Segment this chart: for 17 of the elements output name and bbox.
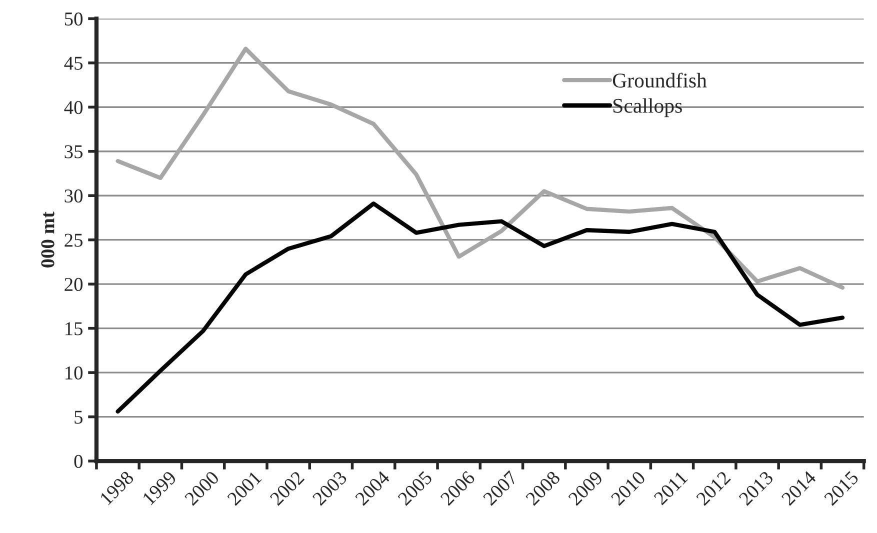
y-tick-label: 5 [74,410,83,424]
y-tick-label: 30 [64,189,83,203]
legend-label: Groundfish [612,72,707,88]
y-tick-label: 0 [74,454,83,468]
y-axis-title: 000 mt [41,212,54,268]
y-tick-label: 45 [64,56,83,70]
y-tick-label: 35 [64,145,83,158]
y-tick-label: 20 [64,278,83,292]
line-series [116,46,845,290]
y-tick-label: 15 [66,322,83,336]
y-tick-label: 40 [64,100,83,114]
legend-label: Scallops [613,98,682,118]
x-tick-label: 2011 [653,470,688,506]
y-tick-label: 25 [64,234,83,247]
y-tick-label: 10 [66,366,83,380]
line-series [116,201,845,414]
y-tick-label: 50 [64,12,83,26]
